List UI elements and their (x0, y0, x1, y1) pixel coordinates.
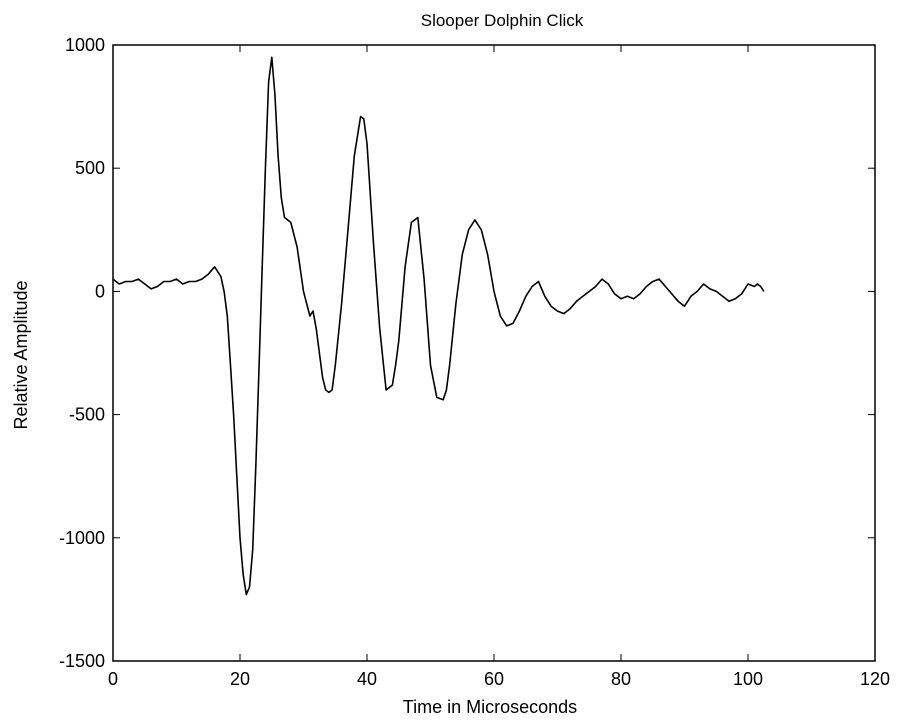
y-tick-label: 1000 (65, 35, 105, 55)
x-axis-label: Time in Microseconds (403, 697, 577, 717)
y-tick-label: 500 (75, 158, 105, 178)
plot-frame (112, 44, 876, 662)
y-tick-label: -1000 (59, 528, 105, 548)
y-tick-label: -500 (69, 405, 105, 425)
x-tick-label: 100 (733, 669, 763, 689)
x-tick-label: 20 (230, 669, 250, 689)
series-line (112, 56, 765, 596)
y-axis-label: Relative Amplitude (11, 280, 31, 429)
x-tick-label: 80 (611, 669, 631, 689)
y-tick-label: 0 (95, 281, 105, 301)
x-tick-label: 120 (860, 669, 890, 689)
x-tick-label: 0 (108, 669, 118, 689)
x-tick-label: 60 (484, 669, 504, 689)
chart-title: Slooper Dolphin Click (421, 11, 584, 30)
x-tick-label: 40 (357, 669, 377, 689)
y-tick-label: -1500 (59, 651, 105, 671)
